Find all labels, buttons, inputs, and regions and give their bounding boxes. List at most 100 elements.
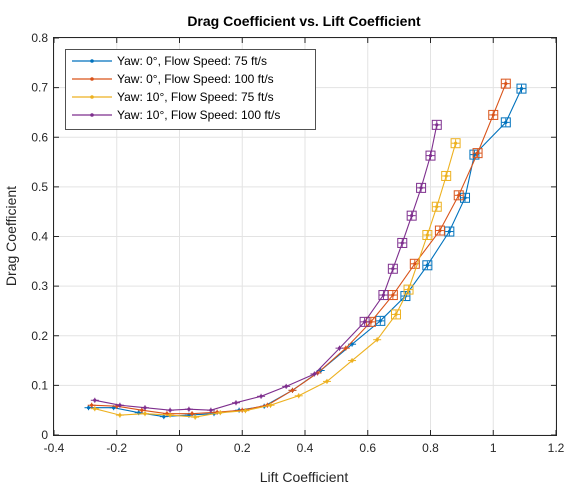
data-point [218, 411, 222, 415]
data-point [234, 401, 238, 405]
data-point [363, 320, 367, 324]
data-point [435, 123, 439, 127]
error-box [500, 117, 511, 128]
data-point [93, 407, 97, 411]
data-point [325, 379, 329, 384]
error-box [406, 210, 417, 221]
data-point [350, 358, 354, 363]
data-point [400, 241, 404, 245]
data-point [337, 346, 342, 350]
data-point [243, 409, 247, 413]
data-point [312, 372, 317, 376]
data-point [391, 293, 395, 297]
error-box [378, 290, 389, 301]
legend-entry-label: Yaw: 10°, Flow Speed: 75 ft/s [117, 90, 274, 104]
error-box [500, 78, 511, 89]
series-layer [84, 78, 527, 420]
x-axis-ticks: -0.4 -0.2 0 0.2 0.4 0.6 0.8 1 1.2 [44, 38, 565, 455]
error-box [403, 284, 414, 295]
error-box [425, 150, 436, 161]
y-tick-label: 0.1 [31, 378, 48, 392]
y-tick-label: 0 [41, 428, 48, 442]
data-point [168, 408, 172, 412]
y-tick-label: 0.4 [31, 230, 48, 244]
data-point [297, 394, 301, 398]
data-point [375, 338, 379, 342]
legend-entry-label: Yaw: 0°, Flow Speed: 100 ft/s [117, 72, 274, 86]
data-point [410, 214, 414, 218]
data-point [475, 151, 480, 155]
data-point [162, 415, 166, 419]
data-point [406, 287, 411, 292]
x-tick-label: 0.6 [359, 441, 376, 455]
legend-marker [90, 77, 94, 81]
series-4 [90, 119, 442, 413]
legend-marker [90, 113, 94, 117]
error-box [400, 291, 411, 302]
error-box [359, 316, 370, 327]
error-box [450, 138, 461, 149]
data-point [187, 413, 191, 417]
x-axis-label: Lift Coefficient [260, 469, 349, 485]
legend-marker [90, 95, 94, 99]
data-point [391, 267, 395, 271]
data-point [457, 193, 461, 197]
data-point [140, 408, 144, 412]
error-box [431, 119, 442, 130]
chart-title: Drag Coefficient vs. Lift Coefficient [187, 13, 421, 29]
x-tick-label: 0 [176, 441, 183, 455]
y-tick-label: 0.2 [31, 329, 48, 343]
y-tick-label: 0.3 [31, 279, 48, 293]
data-point [90, 403, 94, 407]
x-tick-label: 0.8 [422, 441, 439, 455]
data-point [425, 263, 429, 267]
plot-area-frame [53, 37, 557, 436]
x-tick-label: 1 [490, 441, 497, 455]
data-point [168, 413, 172, 417]
error-box [416, 182, 427, 193]
data-point [369, 320, 373, 324]
data-point [444, 174, 448, 178]
data-point [344, 346, 348, 350]
error-box [422, 260, 433, 271]
data-point [284, 384, 288, 388]
data-point [290, 388, 295, 392]
error-box [387, 263, 398, 274]
data-point [118, 413, 122, 417]
y-axis-label: Drag Coefficient [3, 186, 19, 286]
y-tick-label: 0.5 [31, 180, 48, 194]
data-point [463, 196, 467, 200]
data-point [86, 406, 91, 410]
legend-box [65, 49, 316, 130]
error-box [516, 83, 527, 94]
data-point [425, 233, 429, 237]
data-point [504, 120, 508, 124]
data-point [394, 312, 398, 317]
data-point [381, 293, 386, 297]
data-point [438, 228, 442, 233]
data-point [187, 407, 191, 411]
error-box [441, 170, 452, 181]
legend-entry-label: Yaw: 0°, Flow Speed: 75 ft/s [117, 54, 267, 68]
error-box [431, 201, 442, 212]
legend: Yaw: 0°, Flow Speed: 75 ft/s Yaw: 0°, Flo… [65, 49, 316, 130]
data-point [504, 82, 508, 86]
legend-entry-label: Yaw: 10°, Flow Speed: 100 ft/s [117, 108, 280, 122]
error-box [390, 309, 401, 320]
data-point [428, 154, 433, 158]
data-point [491, 113, 495, 117]
x-tick-label: 0.4 [297, 441, 314, 455]
error-box [488, 109, 499, 120]
series-2 [87, 78, 511, 417]
data-point [447, 229, 451, 234]
data-point [259, 394, 263, 398]
data-point [112, 406, 116, 410]
data-point [118, 403, 122, 407]
y-tick-label: 0.8 [31, 31, 48, 45]
y-tick-label: 0.6 [31, 130, 48, 144]
error-box [460, 192, 471, 203]
data-point [472, 153, 477, 157]
x-tick-label: 0.2 [234, 441, 251, 455]
x-tick-label: -0.4 [44, 441, 65, 455]
data-point [143, 406, 147, 410]
